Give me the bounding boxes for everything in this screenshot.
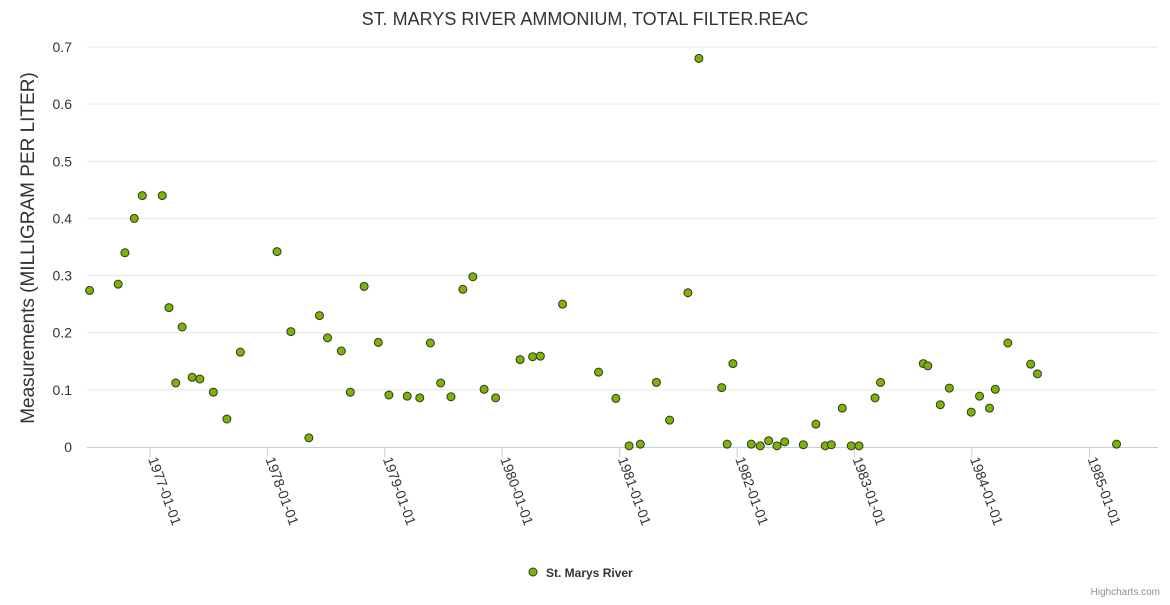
data-point[interactable]: [129, 213, 139, 223]
data-point[interactable]: [120, 248, 130, 258]
data-point[interactable]: [923, 361, 933, 371]
data-point[interactable]: [854, 441, 864, 451]
data-point[interactable]: [208, 387, 218, 397]
chart-title: ST. MARYS RIVER AMMONIUM, TOTAL FILTER.R…: [362, 9, 809, 29]
data-point[interactable]: [491, 393, 501, 403]
data-point[interactable]: [286, 327, 296, 337]
data-point[interactable]: [1003, 338, 1013, 348]
data-point[interactable]: [722, 439, 732, 449]
data-point[interactable]: [717, 383, 727, 393]
data-point[interactable]: [458, 284, 468, 294]
data-point[interactable]: [157, 191, 167, 201]
data-point[interactable]: [336, 346, 346, 356]
data-point[interactable]: [137, 191, 147, 201]
data-point[interactable]: [1112, 439, 1122, 449]
data-point[interactable]: [359, 281, 369, 291]
y-tick-label: 0.4: [53, 210, 73, 226]
data-point[interactable]: [611, 393, 621, 403]
data-point[interactable]: [694, 53, 704, 63]
data-point[interactable]: [870, 393, 880, 403]
data-point[interactable]: [683, 288, 693, 298]
data-point[interactable]: [479, 384, 489, 394]
y-tick-label: 0.5: [53, 153, 73, 169]
data-point[interactable]: [446, 392, 456, 402]
data-point[interactable]: [876, 377, 886, 387]
data-point[interactable]: [164, 303, 174, 313]
y-tick-label: 0.3: [53, 268, 73, 284]
y-tick-label: 0: [64, 439, 72, 455]
data-point[interactable]: [436, 378, 446, 388]
data-point[interactable]: [323, 333, 333, 343]
data-point[interactable]: [171, 378, 181, 388]
y-tick-label: 0.1: [53, 382, 73, 398]
data-point[interactable]: [373, 337, 383, 347]
data-point[interactable]: [314, 311, 324, 321]
data-point[interactable]: [780, 437, 790, 447]
data-point[interactable]: [515, 355, 525, 365]
y-tick-label: 0.6: [53, 96, 73, 112]
data-point[interactable]: [345, 387, 355, 397]
data-point[interactable]: [764, 436, 774, 446]
data-point[interactable]: [651, 377, 661, 387]
data-point[interactable]: [811, 419, 821, 429]
y-axis-title: Measurements (MILLIGRAM PER LITER): [18, 72, 39, 424]
data-point[interactable]: [222, 414, 232, 424]
y-tick-label: 0.7: [53, 39, 73, 55]
data-point[interactable]: [624, 441, 634, 451]
data-point[interactable]: [755, 441, 765, 451]
data-point[interactable]: [935, 400, 945, 410]
data-point[interactable]: [402, 391, 412, 401]
data-point[interactable]: [1026, 359, 1036, 369]
data-point[interactable]: [746, 439, 756, 449]
data-point[interactable]: [966, 407, 976, 417]
data-point[interactable]: [535, 351, 545, 361]
data-point[interactable]: [528, 352, 538, 362]
data-point[interactable]: [846, 441, 856, 451]
data-point[interactable]: [195, 374, 205, 384]
data-point[interactable]: [425, 338, 435, 348]
data-point[interactable]: [975, 391, 985, 401]
legend[interactable]: St. Marys River: [528, 566, 633, 580]
data-point[interactable]: [798, 440, 808, 450]
data-point[interactable]: [85, 285, 95, 295]
data-point[interactable]: [944, 383, 954, 393]
credits-link[interactable]: Highcharts.com: [1091, 587, 1160, 598]
legend-marker[interactable]: [528, 567, 538, 577]
data-point[interactable]: [990, 384, 1000, 394]
data-point[interactable]: [728, 359, 738, 369]
data-point[interactable]: [772, 441, 782, 451]
data-point[interactable]: [468, 272, 478, 282]
series-points: [85, 53, 1122, 451]
data-point[interactable]: [665, 415, 675, 425]
data-point[interactable]: [235, 347, 245, 357]
data-point[interactable]: [1032, 369, 1042, 379]
data-point[interactable]: [113, 279, 123, 289]
data-point[interactable]: [558, 299, 568, 309]
data-point[interactable]: [837, 403, 847, 413]
data-point[interactable]: [304, 433, 314, 443]
y-tick-label: 0.2: [53, 325, 73, 341]
data-point[interactable]: [594, 367, 604, 377]
legend-label[interactable]: St. Marys River: [546, 566, 633, 580]
data-point[interactable]: [635, 439, 645, 449]
y-gridlines: [87, 46, 1158, 391]
data-point[interactable]: [177, 322, 187, 332]
data-point[interactable]: [272, 247, 282, 257]
data-point[interactable]: [384, 390, 394, 400]
y-axis-tick-labels: 0 0.1 0.2 0.3 0.4 0.5 0.6 0.7: [53, 39, 73, 455]
data-point[interactable]: [826, 440, 836, 450]
data-point[interactable]: [985, 403, 995, 413]
data-point[interactable]: [187, 372, 197, 382]
data-point[interactable]: [415, 393, 425, 403]
